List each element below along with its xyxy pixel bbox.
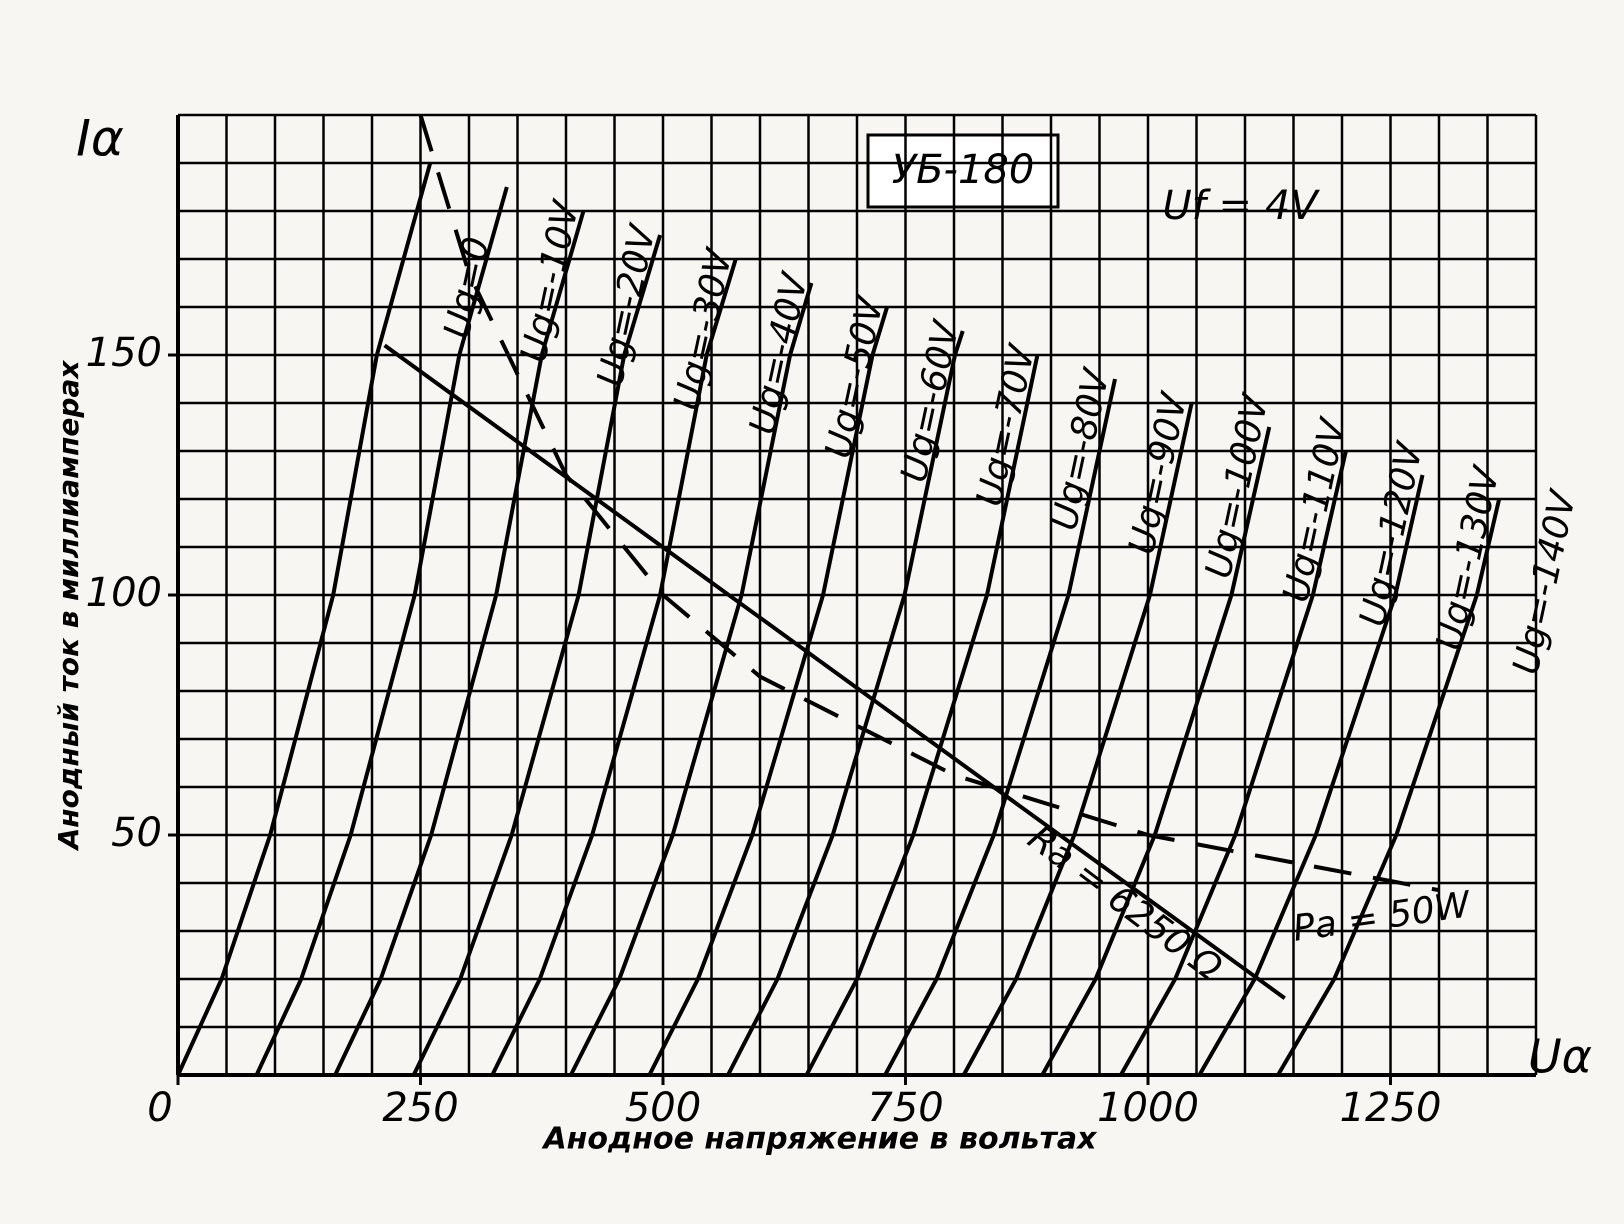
chart-title: УБ-180 [892,147,1035,193]
title-box [866,133,1060,209]
curve [333,210,586,1076]
y-axis-label: Анодный ток в миллиамперах [52,360,85,852]
curve [804,354,1040,1076]
curve [883,378,1117,1076]
curve [569,282,814,1076]
series-label: Ug=-100V [1198,389,1277,581]
y-tick-label: 150 [86,330,162,376]
curve [1197,474,1425,1076]
x-axis-label: Анодное напряжение в вольтах [541,1122,1098,1157]
series-label: Ug=-70V [969,340,1043,510]
x-symbol: Uα [1528,1030,1592,1084]
curve [726,330,965,1076]
y-tick-label: 50 [111,810,162,856]
x-tick-label: 500 [625,1085,701,1131]
series-label: Ug=-90V [1122,388,1196,558]
curve [176,162,433,1076]
y-tick-label: 100 [86,570,162,616]
curve [1276,498,1502,1077]
curve [418,114,1440,893]
y-symbol: Iα [76,110,124,168]
annotation: Uf = 4V [1162,183,1320,229]
x-tick-label: 1000 [1097,1085,1199,1131]
x-tick-label: 750 [867,1085,943,1131]
x-tick-label: 250 [382,1085,458,1131]
series-label: Ug=-140V [1506,485,1585,677]
series-label: Ug=-80V [1044,364,1118,534]
curve [254,186,509,1076]
curve [490,258,738,1076]
series-label: Ug=-30V [667,244,741,414]
curve [647,306,889,1076]
x-tick-label: 0 [147,1085,172,1131]
series-label: Ug=-20V [590,220,664,390]
series-label: Ug=-10V [513,196,587,366]
x-tick-label: 1250 [1340,1085,1442,1131]
curve [961,402,1194,1076]
series-label: Pa = 50W [1290,884,1474,950]
curve [383,343,1286,1000]
curve [411,234,663,1076]
curve [1119,450,1348,1076]
